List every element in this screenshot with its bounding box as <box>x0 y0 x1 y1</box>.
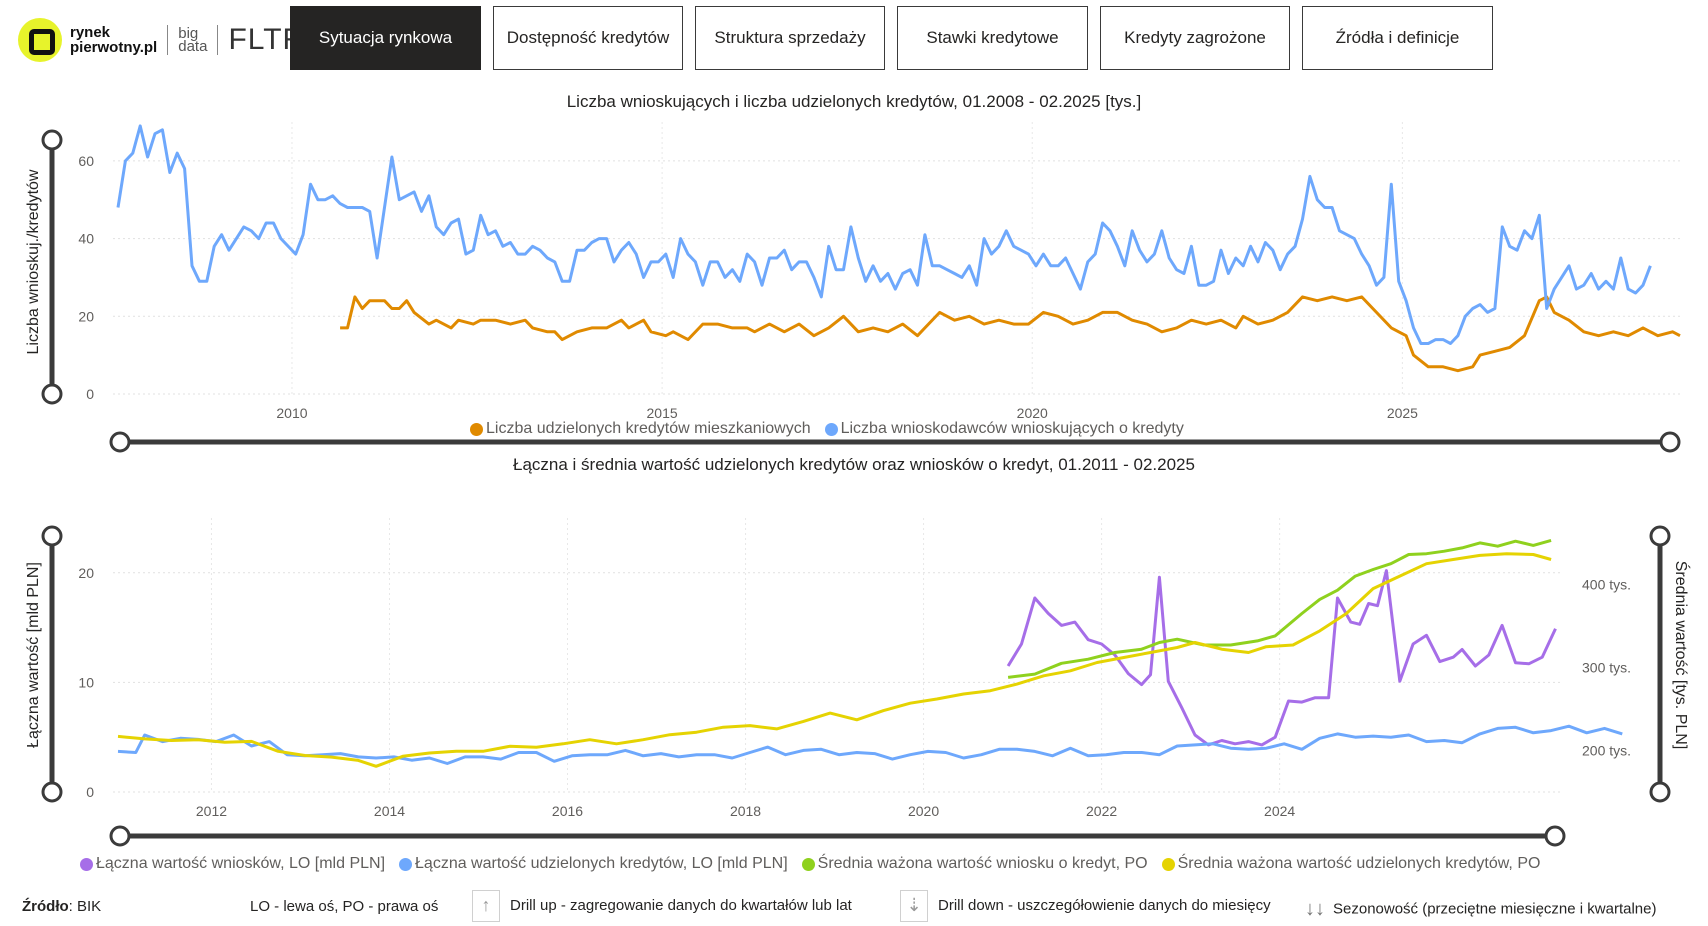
chart2-ytick-right: 300 tys. <box>1582 659 1631 675</box>
chart1-x-slider-handle-end <box>1659 431 1681 453</box>
double-arrow-down-icon[interactable]: ↓↓ <box>1305 898 1325 920</box>
chart2-xtick: 2016 <box>552 803 583 819</box>
legend-label-srednia-wniosek: Średnia ważona wartość wniosku o kredyt,… <box>817 855 1148 872</box>
tab-struktura-sprzedazy[interactable]: Struktura sprzedaży <box>695 6 885 70</box>
chart2-xtick: 2018 <box>730 803 761 819</box>
legend-label-wnioskodawcy: Liczba wnioskodawców wnioskujących o kre… <box>840 420 1184 437</box>
legend-item-srednia-kredyt[interactable]: Średnia ważona wartość udzielonych kredy… <box>1161 855 1541 873</box>
chart1-xtick: 2010 <box>276 405 307 421</box>
chart1-y-slider-handle-end <box>41 383 63 405</box>
legend-dot-purple <box>80 857 93 871</box>
source-note: Źródło: BIK <box>22 898 101 915</box>
chart2-ylabel-left: Łączna wartość [mld PLN] <box>25 562 42 748</box>
seasonality-label: Sezonowość (przeciętne miesięczne i kwar… <box>1333 900 1657 918</box>
drill-down-icon[interactable]: ⇣ <box>900 890 928 922</box>
tab-sytuacja-rynkowa[interactable]: Sytuacja rynkowa <box>290 6 481 70</box>
legend-label-wnioski: Łączna wartość wniosków, LO [mld PLN] <box>96 855 386 872</box>
chart2-svg: 0 10 20 200 tys. 300 tys. 400 tys. 2012 2014 201… <box>25 518 1691 847</box>
chart2-y-slider-left-handle-end <box>41 781 63 803</box>
chart1-xtick: 2020 <box>1017 405 1048 421</box>
chart2-legend: Łączna wartość wniosków, LO [mld PLN] Łą… <box>80 855 1554 873</box>
chart2-xtick: 2020 <box>908 803 939 819</box>
drill-down-label: Drill down - uszczegółowienie danych do … <box>938 896 1271 914</box>
chart2-xtick: 2014 <box>374 803 405 819</box>
legend-dot-blue <box>824 422 838 436</box>
legend-dot-yellow <box>1161 857 1175 871</box>
tab-dostepnosc-kredytow[interactable]: Dostępność kredytów <box>493 6 683 70</box>
legend-dot-green <box>801 857 815 871</box>
chart1-x-slider-handle-start <box>109 431 131 453</box>
legend-item-kredyty[interactable]: Łączna wartość udzielonych kredytów, LO … <box>399 855 788 873</box>
logo-data: data <box>178 38 208 55</box>
chart1-ytick: 60 <box>78 153 94 169</box>
logo-big: big <box>178 25 199 42</box>
chart1-ytick: 0 <box>86 386 94 402</box>
legend-item-srednia-wniosek[interactable]: Średnia ważona wartość wniosku o kredyt,… <box>801 855 1148 873</box>
logo-separator-2 <box>217 25 219 55</box>
logo-line-2: pierwotny.pl <box>70 39 158 56</box>
chart2-series-2-line <box>1007 538 1552 679</box>
axes-note: LO - lewa oś, PO - prawa oś <box>250 898 439 915</box>
chart2-x-slider-handle-start <box>109 825 131 847</box>
logo: rynek pierwotny.pl big data FLTR <box>18 18 305 62</box>
chart2-title: Łączna i średnia wartość udzielonych kre… <box>513 455 1195 474</box>
chart2-y-slider-right-handle-end <box>1649 781 1671 803</box>
logo-line-1: rynek <box>70 24 111 41</box>
source-value: : BIK <box>68 898 102 915</box>
chart2-ytick-left: 0 <box>86 784 94 800</box>
chart1-series-1-line <box>116 124 1652 345</box>
chart2-ytick-left: 10 <box>78 674 94 690</box>
chart2-xtick: 2012 <box>196 803 227 819</box>
chart2-y-slider-right-handle-start <box>1649 525 1671 547</box>
logo-text: rynek pierwotny.pl <box>70 25 157 55</box>
chart2-ytick-right: 400 tys. <box>1582 576 1631 592</box>
arrow-up-icon[interactable]: ↑ <box>472 890 500 922</box>
chart1-svg: 0 20 40 60 2010 2015 2020 2025 Liczba wnioskuj./… <box>25 122 1681 453</box>
legend-item-wnioskodawcy[interactable]: Liczba wnioskodawców wnioskujących o kre… <box>824 420 1184 438</box>
chart2-y-slider-left-handle-start <box>41 525 63 547</box>
chart1-legend: Liczba udzielonych kredytów mieszkaniowy… <box>470 420 1198 438</box>
seasonality-control[interactable]: ↓↓ Sezonowość (przeciętne miesięczne i kw… <box>1305 898 1656 921</box>
chart1-xtick: 2015 <box>647 405 678 421</box>
chart2-ytick-right: 200 tys. <box>1582 742 1631 758</box>
chart2-x-slider-handle-end <box>1544 825 1566 847</box>
chart1-ytick: 40 <box>78 231 94 247</box>
chart1-series-0-line <box>340 295 1681 373</box>
legend-label-srednia-kredyt: Średnia ważona wartość udzielonych kredy… <box>1177 855 1541 872</box>
chart2-series-0-line <box>1006 569 1557 747</box>
legend-dot-blue-2 <box>399 857 413 871</box>
chart2-ylabel-right: Średnia wartość [tys. PLN] <box>1672 561 1691 750</box>
tab-stawki-kredytowe[interactable]: Stawki kredytowe <box>897 6 1088 70</box>
chart2-series-1-line <box>117 724 1623 765</box>
logo-bigdata: big data <box>178 25 208 55</box>
chart2-ytick-left: 20 <box>78 565 94 581</box>
legend-item-wnioski[interactable]: Łączna wartość wniosków, LO [mld PLN] <box>80 855 385 873</box>
logo-separator <box>167 25 169 55</box>
chart1-ylabel: Liczba wnioskuj./kredytów <box>25 169 42 354</box>
legend-item-udzielone[interactable]: Liczba udzielonych kredytów mieszkaniowy… <box>470 420 811 438</box>
drill-up-control[interactable]: ↑ Drill up - zagregowanie danych do kwart… <box>472 890 852 922</box>
chart2-xtick: 2022 <box>1086 803 1117 819</box>
source-label: Źródło <box>22 898 69 915</box>
tab-zrodla-i-definicje[interactable]: Źródła i definicje <box>1302 6 1493 70</box>
legend-label-udzielone: Liczba udzielonych kredytów mieszkaniowy… <box>486 420 811 437</box>
chart1-title: Liczba wnioskujących i liczba udzielonyc… <box>566 92 1142 111</box>
drill-down-control[interactable]: ⇣ Drill down - uszczegółowienie danych do… <box>900 890 1271 922</box>
legend-dot-orange <box>470 422 483 436</box>
chart1-xtick: 2025 <box>1387 405 1418 421</box>
logo-mark <box>18 18 62 62</box>
chart2-series-3-line <box>117 552 1552 768</box>
drill-up-label: Drill up - zagregowanie danych do kwarta… <box>510 896 852 914</box>
legend-label-kredyty: Łączna wartość udzielonych kredytów, LO … <box>415 855 788 872</box>
chart1-ytick: 20 <box>78 308 94 324</box>
chart1-y-slider-handle-start <box>41 129 63 151</box>
tab-kredyty-zagrozone[interactable]: Kredyty zagrożone <box>1100 6 1290 70</box>
chart2-xtick: 2024 <box>1264 803 1295 819</box>
